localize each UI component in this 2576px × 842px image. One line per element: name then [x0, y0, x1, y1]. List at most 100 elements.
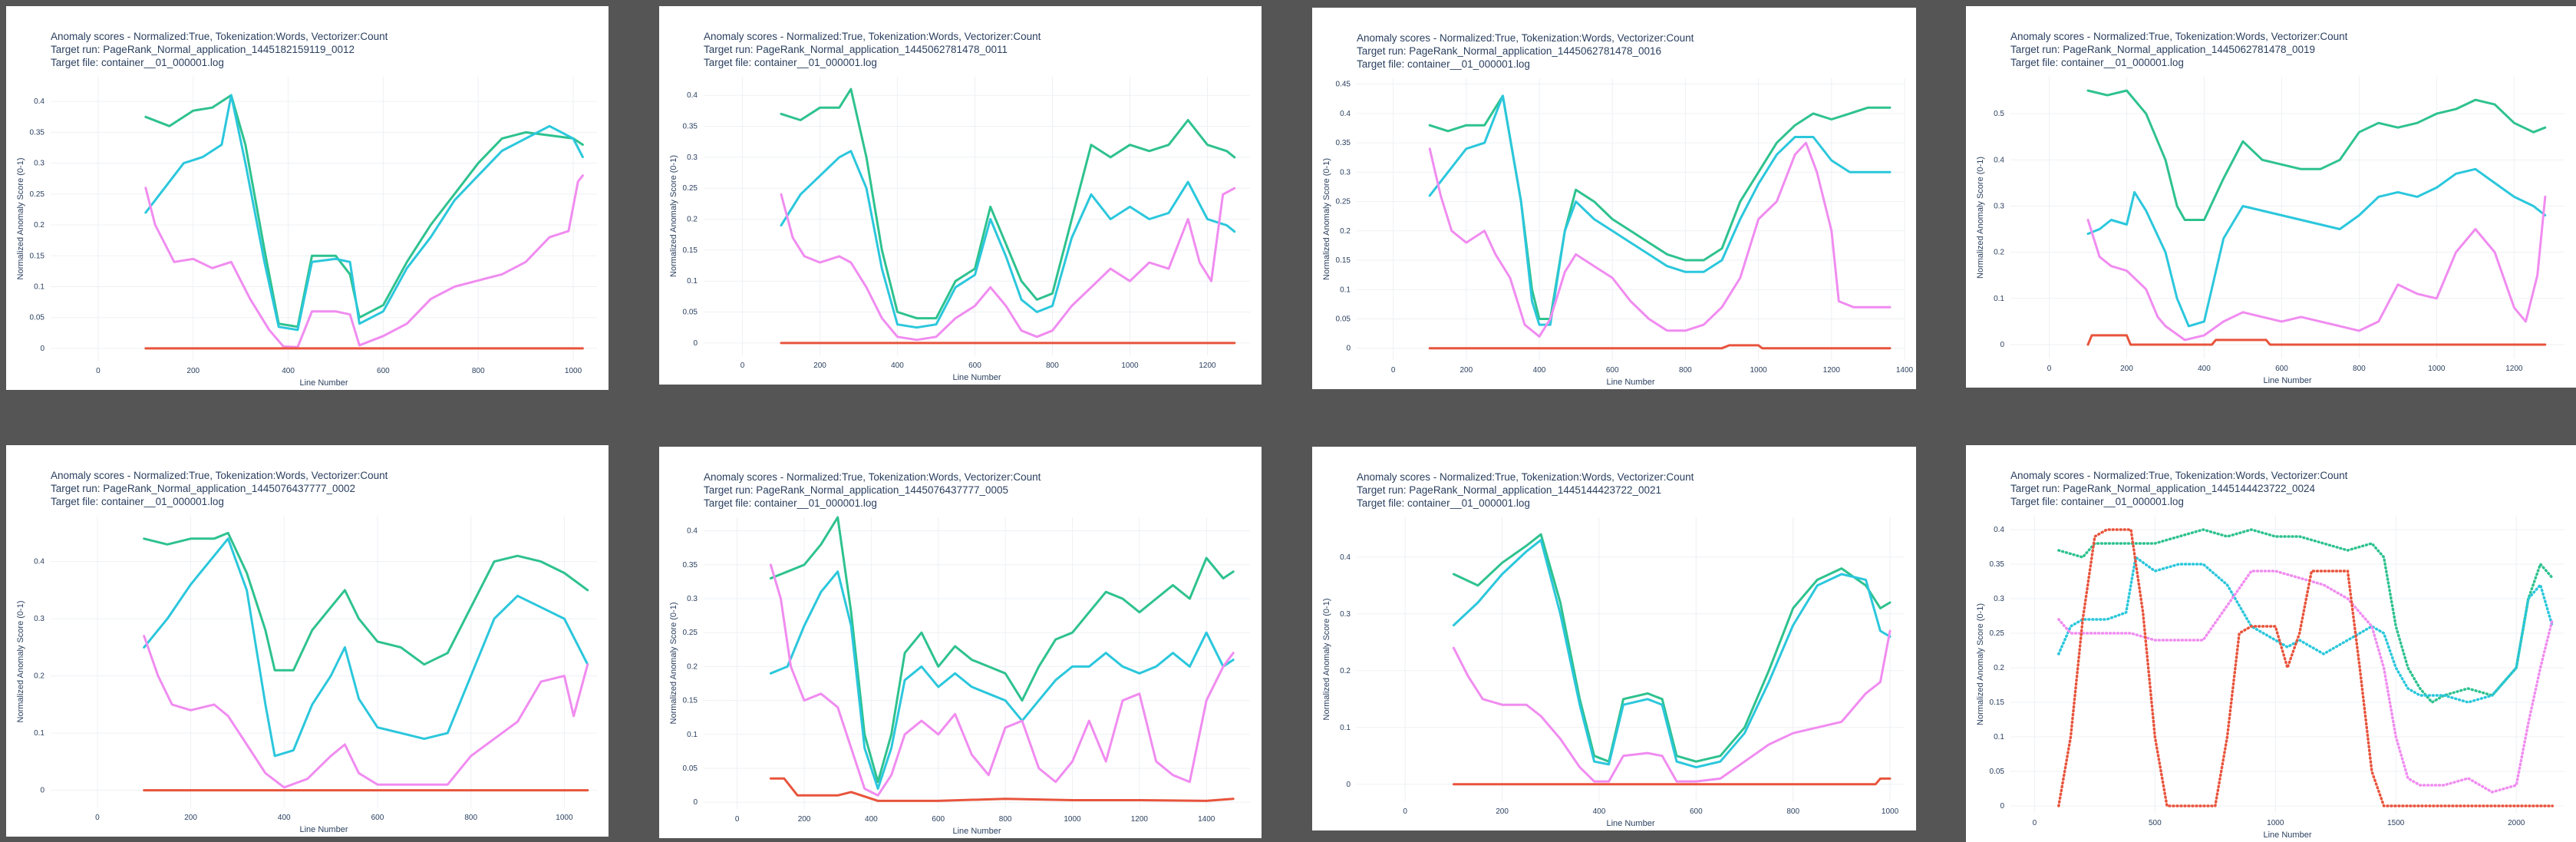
- chart-plot: 0 0.1 0.2 0.3 0.4 0 200 400 600 800 1000 Line Numbe…: [16, 516, 597, 834]
- y-tick-label: 0.3: [687, 154, 698, 162]
- y-tick-label: 0.2: [34, 672, 45, 681]
- chart-panel-3: Anomaly scores - Normalized:True, Tokeni…: [1312, 8, 1916, 389]
- y-tick-label: 0.2: [1994, 664, 2004, 672]
- x-tick-label: 200: [184, 814, 197, 822]
- x-tick-label: 200: [186, 367, 200, 375]
- chart-plot: 0 0.1 0.2 0.3 0.4 0 200 400 600 800 1000 Line Numbe…: [1322, 517, 1905, 828]
- y-tick-label: 0.25: [683, 629, 698, 637]
- series-line-1: [1428, 94, 1892, 320]
- y-tick-label: 0.2: [687, 662, 698, 671]
- y-tick-label: 0: [2000, 802, 2004, 811]
- x-tick-label: 1000: [1750, 366, 1767, 375]
- x-tick-label: 1200: [1131, 815, 1149, 824]
- y-tick-label: 0.05: [683, 309, 698, 317]
- x-axis-title: Line Number: [2264, 830, 2312, 840]
- y-tick-label: 0.15: [1990, 698, 2005, 707]
- x-tick-label: 800: [999, 815, 1012, 824]
- series-line-2: [2057, 556, 2555, 704]
- x-tick-label: 800: [464, 814, 477, 822]
- x-tick-label: 0: [1403, 807, 1407, 816]
- chart-plot: 0 0.05 0.1 0.15 0.2 0.25 0.3 0.35 0.4 0.45 0 200 400…: [1322, 78, 1914, 387]
- y-axis-title: Normalized Anomaly Score (0-1): [1976, 603, 1985, 725]
- y-tick-label: 0.35: [683, 561, 698, 570]
- y-tick-label: 0.1: [1340, 286, 1351, 294]
- y-tick-label: 0.4: [1994, 156, 2004, 164]
- x-axis-title: Line Number: [953, 827, 1001, 836]
- y-tick-label: 0.35: [683, 123, 698, 131]
- series-line-2: [1428, 94, 1892, 326]
- x-tick-label: 0: [2033, 819, 2037, 827]
- x-axis-title: Line Number: [300, 825, 348, 834]
- x-tick-label: 1000: [2267, 819, 2284, 827]
- series-line-3: [2057, 570, 2555, 794]
- x-tick-label: 800: [1786, 807, 1799, 816]
- y-tick-label: 0.5: [1994, 110, 2004, 118]
- y-tick-label: 0.4: [34, 558, 45, 566]
- x-tick-label: 0: [96, 367, 101, 375]
- series-line-4: [1452, 777, 1892, 786]
- series-line-3: [780, 187, 1236, 342]
- y-axis-title: Normalized Anomaly Score (0-1): [16, 158, 25, 280]
- series-line-3: [1452, 629, 1892, 783]
- x-tick-label: 1000: [565, 367, 582, 375]
- x-tick-label: 1000: [556, 814, 573, 822]
- series-line-1: [780, 88, 1236, 320]
- chart-title: Anomaly scores - Normalized:True, Tokeni…: [704, 31, 1041, 42]
- x-axis-title: Line Number: [300, 378, 348, 388]
- y-tick-label: 0: [2000, 341, 2004, 349]
- y-axis-title: Normalized Anomaly Score (0-1): [1976, 157, 1985, 279]
- y-tick-label: 0: [40, 345, 45, 353]
- y-tick-label: 0.05: [683, 764, 698, 773]
- x-axis-title: Line Number: [953, 373, 1001, 382]
- x-tick-label: 1200: [2505, 365, 2523, 373]
- x-tick-label: 2000: [2508, 819, 2525, 827]
- chart-subtitle-run: Target run: PageRank_Normal_application_…: [51, 44, 355, 55]
- y-tick-label: 0.15: [30, 252, 45, 260]
- x-tick-label: 600: [1606, 366, 1619, 375]
- series-line-1: [1452, 533, 1892, 763]
- x-tick-label: 400: [282, 367, 295, 375]
- chart-plot: 0 0.05 0.1 0.15 0.2 0.25 0.3 0.35 0.4 0 200 400 600 8…: [669, 516, 1250, 836]
- x-tick-label: 1000: [1882, 807, 1899, 816]
- y-tick-label: 0.1: [1340, 724, 1351, 732]
- chart-subtitle-file: Target file: container__01_000001.log: [704, 57, 877, 68]
- chart-subtitle-run: Target run: PageRank_Normal_application_…: [1357, 45, 1662, 57]
- y-tick-label: 0.25: [1990, 629, 2005, 638]
- chart-subtitle-run: Target run: PageRank_Normal_application_…: [1357, 484, 1662, 496]
- chart-plot: 0 0.05 0.1 0.15 0.2 0.25 0.3 0.35 0.4 0 200 400 600 8…: [16, 77, 597, 388]
- chart-subtitle-run: Target run: PageRank_Normal_application_…: [704, 484, 1009, 496]
- y-tick-label: 0.4: [34, 97, 45, 106]
- y-tick-label: 0.2: [34, 221, 45, 229]
- x-tick-label: 400: [1533, 366, 1546, 375]
- x-tick-label: 200: [798, 815, 811, 824]
- x-tick-label: 800: [472, 367, 485, 375]
- chart-plot: 0 0.05 0.1 0.15 0.2 0.25 0.3 0.35 0.4 0 500 1000 150…: [1976, 516, 2564, 840]
- chart-title: Anomaly scores - Normalized:True, Tokeni…: [704, 471, 1041, 483]
- x-tick-label: 1400: [1198, 815, 1215, 824]
- y-tick-label: 0.3: [1994, 595, 2004, 603]
- y-tick-label: 0: [693, 798, 698, 807]
- chart-subtitle-run: Target run: PageRank_Normal_application_…: [2010, 44, 2316, 55]
- x-tick-label: 400: [278, 814, 291, 822]
- x-tick-label: 1200: [1823, 366, 1841, 375]
- x-tick-label: 200: [1460, 366, 1473, 375]
- chart-subtitle-file: Target file: container__01_000001.log: [2010, 496, 2184, 507]
- y-tick-label: 0.4: [687, 91, 698, 100]
- x-axis-title: Line Number: [1607, 819, 1655, 828]
- series-line-2: [2086, 167, 2547, 328]
- series-line-3: [2086, 195, 2547, 342]
- series-line-3: [144, 174, 584, 348]
- y-tick-label: 0.4: [1340, 553, 1351, 562]
- chart-panel-1: Anomaly scores - Normalized:True, Tokeni…: [6, 6, 609, 390]
- series-line-4: [769, 777, 1235, 802]
- x-tick-label: 0: [2047, 365, 2052, 373]
- x-axis-title: Line Number: [1607, 378, 1655, 387]
- y-tick-label: 0.4: [1340, 110, 1351, 118]
- x-tick-label: 200: [2120, 365, 2133, 373]
- series-line-1: [2057, 528, 2555, 704]
- chart-subtitle-file: Target file: container__01_000001.log: [51, 57, 224, 68]
- y-tick-label: 0.05: [1336, 315, 1351, 323]
- chart-panel-7: Anomaly scores - Normalized:True, Tokeni…: [1312, 447, 1916, 830]
- chart-subtitle-file: Target file: container__01_000001.log: [704, 497, 877, 509]
- x-tick-label: 200: [813, 362, 826, 370]
